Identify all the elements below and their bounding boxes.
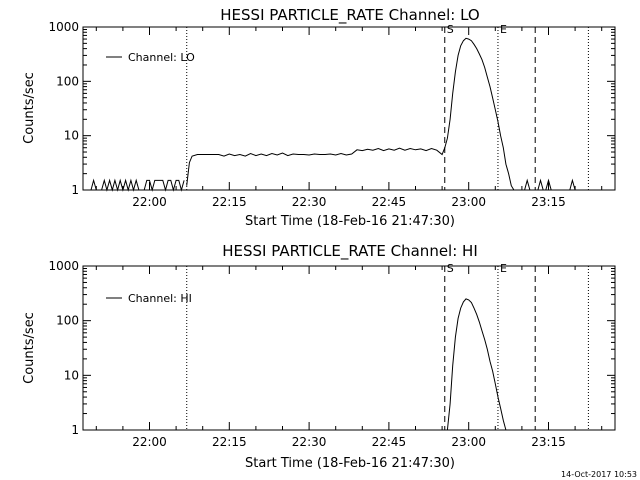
x-tick-label: 23:15 — [531, 195, 566, 209]
x-tick-label: 22:15 — [212, 435, 247, 449]
x-tick-label: 23:00 — [451, 435, 486, 449]
plot-frame — [82, 26, 616, 191]
chart-title: HESSI PARTICLE_RATE Channel: LO — [220, 6, 479, 25]
y-tick-label: 10 — [64, 129, 79, 143]
y-tick-label: 100 — [56, 314, 79, 328]
series-line — [537, 178, 544, 191]
y-tick-label: 10 — [64, 368, 79, 382]
series-line — [569, 178, 576, 191]
series-line — [186, 37, 522, 191]
marker-label: E — [500, 262, 507, 275]
y-axis-label: Counts/sec — [22, 72, 37, 144]
y-tick-label: 100 — [56, 74, 79, 88]
series-line — [545, 178, 552, 191]
x-tick-label: 23:00 — [451, 195, 486, 209]
x-tick-label: 22:30 — [292, 195, 327, 209]
x-axis-label: Start Time (18-Feb-16 21:47:30) — [245, 214, 455, 229]
y-tick-label: 1000 — [48, 20, 79, 34]
x-tick-label: 22:45 — [372, 195, 407, 209]
legend-label: Channel: HI — [128, 292, 192, 305]
y-tick-label: 1 — [71, 423, 79, 437]
x-tick-label: 22:00 — [132, 195, 167, 209]
x-axis-label: Start Time (18-Feb-16 21:47:30) — [245, 456, 455, 471]
panel-hi: HESSI PARTICLE_RATE Channel: HI Start Ti… — [22, 242, 616, 471]
series-line — [446, 298, 507, 431]
chart-title: HESSI PARTICLE_RATE Channel: HI — [222, 242, 478, 261]
y-axis-label: Counts/sec — [22, 312, 37, 384]
marker-label: S — [447, 23, 454, 36]
marker-label: E — [500, 23, 507, 36]
legend-label: Channel: LO — [128, 51, 195, 64]
x-tick-label: 22:15 — [212, 195, 247, 209]
y-tick-label: 1 — [71, 183, 79, 197]
x-tick-label: 22:00 — [132, 435, 167, 449]
x-tick-label: 23:15 — [531, 435, 566, 449]
y-tick-label: 1000 — [48, 259, 79, 273]
plot-frame — [82, 265, 616, 431]
series-line — [524, 178, 531, 191]
panel-lo: HESSI PARTICLE_RATE Channel: LO Start Ti… — [22, 6, 616, 229]
series-line — [90, 178, 185, 192]
x-tick-label: 22:45 — [372, 435, 407, 449]
timestamp: 14-Oct-2017 10:53 — [561, 470, 637, 479]
x-tick-label: 22:30 — [292, 435, 327, 449]
marker-label: S — [447, 262, 454, 275]
